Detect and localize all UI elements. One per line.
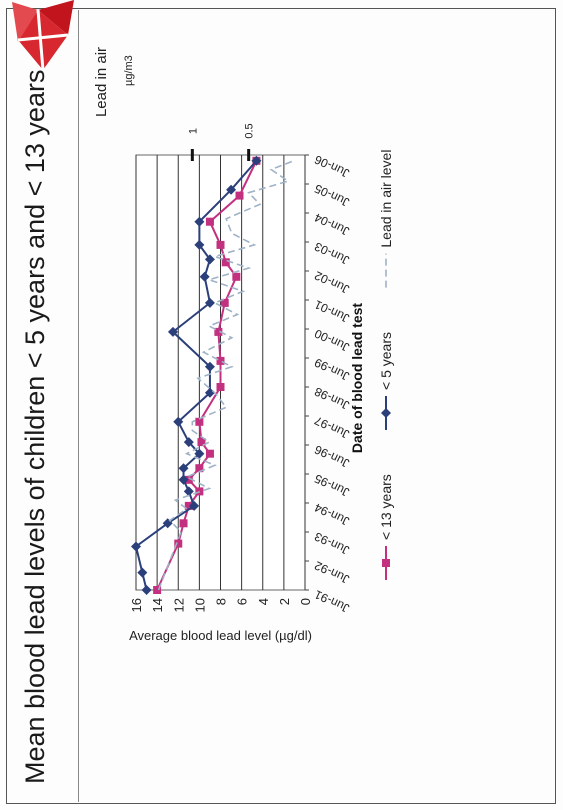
data-point-under-5 (204, 387, 215, 398)
x-tick-label: Jun-92 (312, 558, 351, 586)
logo-stroke (36, 9, 45, 71)
air-axis-title: Lead in air (93, 47, 110, 117)
y-tick-label: 16 (129, 598, 144, 612)
y-axis-title: Average blood lead level (µg/dl) (129, 628, 312, 643)
data-point-under-5 (189, 500, 200, 511)
y-tick-label: 12 (171, 598, 186, 612)
x-tick-label: Jun-98 (312, 384, 351, 412)
logo-petal (38, 0, 74, 35)
data-point-under-13 (197, 438, 206, 447)
data-point-under-5 (194, 216, 205, 227)
y-tick-label: 6 (235, 598, 250, 605)
data-point-under-13 (221, 258, 230, 267)
data-point-under-5 (178, 474, 189, 485)
legend-marker (382, 559, 390, 567)
logo-petal (18, 10, 68, 70)
logo-stroke (17, 33, 69, 42)
y-tick-label: 4 (256, 598, 271, 605)
data-point-under-5 (131, 541, 141, 552)
x-tick-label: Jun-02 (312, 268, 351, 296)
data-point-under-5 (167, 326, 178, 337)
legend-label: < 13 years (378, 474, 394, 540)
data-point-under-13 (205, 449, 214, 458)
logo-petal (12, 2, 38, 42)
data-point-under-5 (183, 486, 194, 497)
data-point-under-5 (199, 271, 210, 282)
data-point-under-5 (251, 155, 262, 166)
x-tick-label: Jun-96 (312, 442, 351, 470)
data-point-under-5 (173, 416, 184, 427)
air-tick-label: 1 (187, 128, 199, 134)
data-point-under-13 (195, 417, 204, 426)
y-tick-label: 0 (298, 598, 313, 605)
data-point-under-13 (179, 519, 188, 528)
x-tick-label: Jun-01 (312, 297, 351, 325)
data-point-under-5 (183, 437, 194, 448)
x-tick-label: Jun-97 (312, 413, 351, 441)
data-point-under-5 (194, 239, 205, 250)
data-point-under-5 (204, 297, 215, 308)
x-tick-label: Jun-99 (312, 355, 351, 383)
x-tick-label: Jun-91 (312, 587, 351, 615)
legend: < 13 years < 5 years Lead in air level (378, 150, 394, 580)
x-axis-title: Date of blood lead test (349, 303, 365, 453)
data-point-under-13 (232, 272, 241, 281)
x-tick-label: Jun-06 (312, 152, 351, 180)
x-tick-label: Jun-03 (312, 239, 351, 267)
y-tick-label: 10 (192, 598, 207, 612)
data-point-under-5 (226, 184, 237, 195)
data-point-under-13 (235, 191, 244, 200)
y-tick-label: 2 (277, 598, 292, 605)
y-tick-label: 14 (150, 598, 165, 612)
x-tick-label: Jun-00 (312, 326, 351, 354)
air-axis: Lead in air µg/m3 1 0.5 (93, 47, 256, 161)
series-line-air (157, 160, 295, 591)
data-point-under-13 (214, 327, 223, 336)
data-point-under-13 (220, 298, 229, 307)
data-point-under-5 (141, 585, 152, 595)
data-point-under-13 (216, 383, 225, 391)
y-tick-label: 8 (214, 598, 229, 605)
legend-label: < 5 years (378, 332, 394, 390)
x-tick-label: Jun-95 (312, 471, 351, 499)
x-tick-label: Jun-05 (312, 181, 351, 209)
x-tick-label: Jun-94 (312, 500, 351, 528)
legend-label: Lead in air level (378, 150, 394, 248)
data-point-under-5 (178, 463, 189, 474)
series-layer (131, 155, 295, 595)
legend-marker (381, 408, 391, 418)
air-tick-label: 0.5 (244, 123, 256, 138)
air-axis-unit: µg/m3 (123, 55, 135, 86)
data-point-under-13 (184, 475, 193, 484)
data-point-under-13 (216, 240, 225, 249)
logo-icon (12, 0, 74, 71)
x-tick-label: Jun-93 (312, 529, 351, 557)
data-point-under-13 (216, 356, 225, 365)
x-tick-label: Jun-04 (312, 210, 351, 238)
data-point-under-5 (204, 361, 215, 372)
data-point-under-5 (204, 254, 215, 265)
data-point-under-5 (194, 448, 205, 459)
data-point-under-13 (205, 217, 214, 226)
